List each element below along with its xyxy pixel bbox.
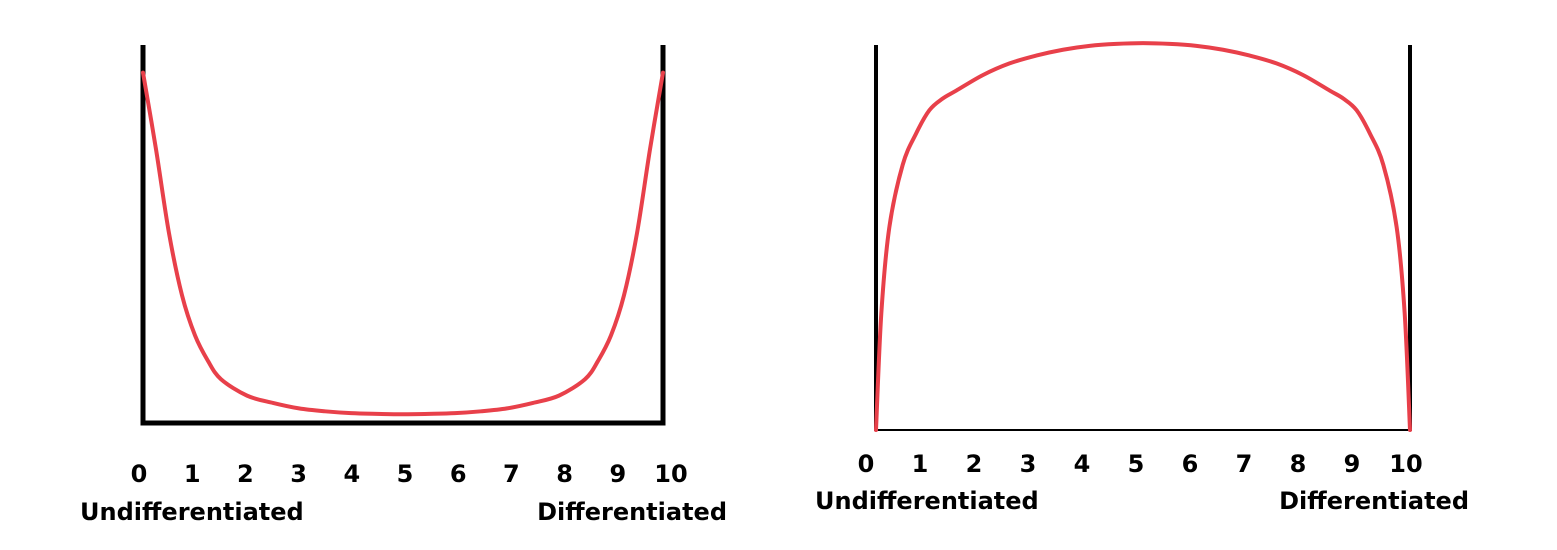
inverted-u-chart: 0 1 2 3 4 5 6 7 8 9 10 Undifferentiated Differentiat…: [815, 41, 1469, 515]
x-tick-label: 2: [237, 460, 254, 488]
x-tick-label: 7: [1236, 450, 1253, 478]
x-tick-label: 2: [966, 450, 983, 478]
distribution-curve: [874, 41, 1412, 432]
x-tick-label: 9: [1344, 450, 1361, 478]
distribution-curve: [141, 70, 665, 417]
x-tick-label: 9: [609, 460, 626, 488]
x-tick-label: 3: [1020, 450, 1037, 478]
x-tick-label: 6: [450, 460, 467, 488]
x-tick-label: 8: [556, 460, 573, 488]
x-tick-label: 7: [503, 460, 520, 488]
x-tick-label: 1: [912, 450, 929, 478]
x-tick-label: 10: [654, 460, 687, 488]
x-tick-label: 4: [1074, 450, 1091, 478]
x-tick-label: 5: [1128, 450, 1145, 478]
x-tick-label: 1: [184, 460, 201, 488]
x-tick-label: 0: [131, 460, 148, 488]
left-end-label: Undifferentiated: [815, 487, 1039, 515]
x-tick-label: 6: [1182, 450, 1199, 478]
left-end-label: Undifferentiated: [80, 498, 304, 526]
x-tick-label: 3: [290, 460, 307, 488]
right-end-label: Differentiated: [537, 498, 727, 526]
right-end-label: Differentiated: [1279, 487, 1469, 515]
x-tick-label: 5: [397, 460, 414, 488]
x-tick-label: 4: [343, 460, 360, 488]
x-tick-label: 8: [1290, 450, 1307, 478]
u-shaped-chart: 0 1 2 3 4 5 6 7 8 9 10 Undifferentiated Differentiat…: [80, 45, 727, 526]
x-tick-label: 10: [1389, 450, 1422, 478]
x-tick-label: 0: [858, 450, 875, 478]
